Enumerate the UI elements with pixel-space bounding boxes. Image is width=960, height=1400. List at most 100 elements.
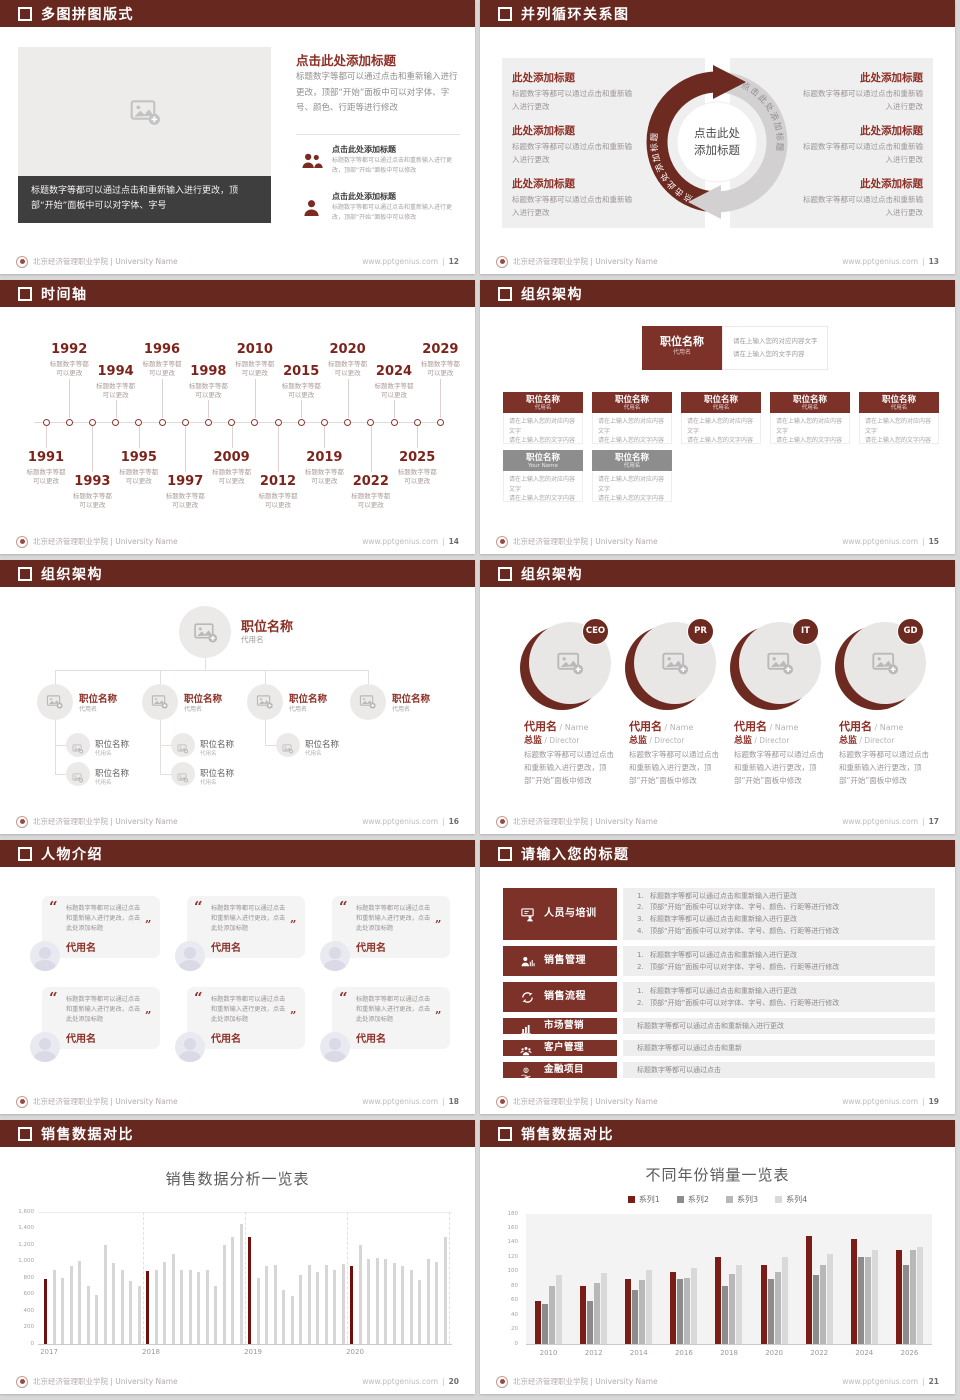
- slide-13[interactable]: 并列循环关系图 此处添加标题 标题数字等都可以通过点击和重新输入进行更改 此处添加标…: [480, 0, 955, 274]
- group-separator: [245, 1212, 246, 1344]
- bar: [435, 1261, 439, 1344]
- quote-text: 标题数字等都可以通过点击和重新输入进行更改，点击此处添加标题: [356, 905, 431, 932]
- org-node-sub: 代用名: [184, 706, 203, 713]
- detail-line: 1. 标题数字等都可以通过点击和重新输入进行更改: [637, 949, 935, 962]
- page-number: 12: [448, 257, 459, 266]
- quote-card: “ 标题数字等都可以通过点击和重新输入进行更改，点击此处添加标题 ” 代用名: [332, 987, 450, 1049]
- profile-bio: 标题数字等都可以通过点击和重新输入进行更改，顶部“开始”面板中修改: [734, 750, 824, 785]
- detail-line: 3. 标题数字等都可以通过点击和重新输入进行更改: [637, 914, 935, 926]
- detail-line: 标题数字等都可以通过点击和重新: [637, 1040, 742, 1056]
- bar: [146, 1271, 150, 1344]
- slide-header: 时间轴: [0, 280, 475, 307]
- picture-icon: [766, 649, 794, 677]
- profile-name-line: 代用名 / Name: [734, 718, 834, 734]
- cycle-diagram-part: [713, 65, 746, 99]
- tree-connector: [160, 745, 172, 746]
- org-subnode-title: 职位名称: [305, 740, 340, 750]
- customer-icon: [520, 1042, 532, 1056]
- detail-number: 4.: [637, 926, 644, 935]
- category-detail-panel: 1. 标题数字等都可以通过点击和重新输入进行更改 2. 顶部“开始”面板中可以对字体、…: [623, 888, 935, 940]
- profile-name-en: / Name: [662, 723, 694, 732]
- slide-title: 人物介绍: [41, 846, 103, 863]
- category-box: 销售管理: [503, 946, 617, 976]
- category-box: 金融项目: [503, 1062, 617, 1079]
- cycle-item-text: 标题数字等都可以通过点击和重新输入进行更改: [803, 195, 923, 217]
- slide-18[interactable]: 人物介绍 “ 标题数字等都可以通过点击和重新输入进行更改，点击此处添加标题 ” 代用名…: [0, 840, 475, 1114]
- timeline-entry: 2029 标题数字等都 可以更改: [412, 342, 468, 377]
- profile-name-line: 代用名 / Name: [629, 718, 729, 734]
- slide-footer: 北京经济管理职业学院 | University Name www.pptgeni…: [480, 249, 955, 274]
- org-card-sub: 代用名: [623, 462, 641, 469]
- org-subnode-title: 职位名称: [200, 740, 235, 750]
- timeline-dot: [112, 418, 120, 426]
- quote-card: “ 标题数字等都可以通过点击和重新输入进行更改，点击此处添加标题 ” 代用名: [42, 896, 160, 958]
- person-name: 代用名: [66, 943, 96, 954]
- timeline-connector: [185, 426, 187, 472]
- brand-text: 北京经济管理职业学院 | University Name: [33, 537, 178, 546]
- slide-20[interactable]: 销售数据对比 销售数据分析一览表 0 200 400 600 800 1,000 1,200 1…: [0, 1120, 475, 1394]
- detail-line: 2. 顶部“开始”面板中可以对字体、字号、颜色、行距等进行修改: [637, 961, 935, 974]
- role-badge: GD: [897, 618, 924, 645]
- timeline-year: 2015: [283, 364, 320, 379]
- slide-19[interactable]: 请输入您的标题 人员与培训 1. 标题数字等都可以通过点击和重新输入进行更改 2. 顶部…: [480, 840, 955, 1114]
- slide-16[interactable]: 组织架构 职位名称 代用名 职位名称 代用名 职位名称 代用名 职位名称 代用名 职位名称 代用名…: [0, 560, 475, 834]
- org-card-text: 请在上输入您的对应内容文字: [509, 418, 576, 435]
- picture-icon: [177, 768, 189, 783]
- profile-photo-group: GD: [835, 618, 930, 712]
- slide-header: 组织架构: [480, 560, 955, 587]
- y-axis-label: 800: [23, 1274, 35, 1281]
- slide-21[interactable]: 销售数据对比 不同年份销量一览表 系列1 系列2 系列3 系列4 0 20 40 60 80 100…: [480, 1120, 955, 1394]
- timeline-dot: [65, 418, 73, 426]
- bar: [248, 1236, 252, 1344]
- slide-17[interactable]: 组织架构 CEO 代用名 / Name 总监 / Director 标题数字等都可以通…: [480, 560, 955, 834]
- slide-footer: 北京经济管理职业学院 | University Name www.pptgeni…: [480, 1369, 955, 1394]
- picture-icon: [129, 96, 161, 128]
- cycle-diagram: 点击此处添加标题 点击此处添加标题 点击此处 添加标题: [639, 64, 795, 220]
- timeline-connector: [138, 426, 140, 448]
- slide-footer: 北京经济管理职业学院 | University Name www.pptgeni…: [480, 529, 955, 554]
- role-badge: PR: [687, 618, 714, 645]
- org-card-body: 请在上输入您的对应内容文字 请在上输入您的文字内容: [592, 471, 672, 502]
- timeline-note: 标题数字等都 可以更改: [397, 468, 437, 485]
- timeline-entry: 2022 标题数字等都 可以更改: [343, 474, 399, 509]
- picture-icon: [282, 739, 294, 754]
- quote-text: 标题数字等都可以通过点击和重新输入进行更改，点击此处添加标题: [211, 905, 286, 932]
- profile-role-line: 总监 / Director: [524, 733, 624, 746]
- bar: [895, 1250, 902, 1344]
- timeline-year: 2009: [213, 450, 250, 465]
- org-subnode-sub: 代用名: [95, 780, 112, 786]
- timeline-entry: 1996 标题数字等都 可以更改: [134, 342, 190, 377]
- detail-number: 2.: [637, 999, 644, 1007]
- photo-circle: [66, 762, 90, 786]
- profile-name-line: 代用名 / Name: [524, 718, 624, 734]
- profile-role-line: 总监 / Director: [839, 733, 939, 746]
- slide-12[interactable]: 多图拼图版式 标题数字等都可以通过点击和重新输入进行更改，顶部“开始”面板中可以…: [0, 0, 475, 274]
- tree-connector: [55, 670, 368, 671]
- org-card-text: 请在上输入您的对应内容文字: [598, 476, 665, 493]
- bar: [535, 1300, 541, 1344]
- y-axis-label: 0: [514, 1340, 519, 1347]
- category-box: 客户管理: [503, 1040, 617, 1056]
- feature-item-title: 点击此处添加标题: [332, 192, 396, 201]
- slide-14[interactable]: 时间轴 1992 标题数字等都 可以更改 1994 标题数字等都 可以更改 1996 标题数字…: [0, 280, 475, 554]
- profile-bio: 标题数字等都可以通过点击和重新输入进行更改，顶部“开始”面板中修改: [629, 750, 719, 785]
- category-detail-panel: 标题数字等都可以通过点击和重新: [623, 1040, 935, 1056]
- timeline-note: 标题数字等都 可以更改: [119, 468, 159, 485]
- y-axis-label: 160: [507, 1224, 519, 1231]
- x-axis-label: 2022: [810, 1349, 829, 1357]
- legend-swatch: [676, 1196, 684, 1203]
- person-name: 代用名: [356, 1034, 386, 1045]
- profile-name: 代用名: [629, 720, 662, 733]
- slide-15[interactable]: 组织架构 职位名称 代用名 请在上输入您的对应内容文字 请在上输入您的文字内容 职位名称…: [480, 280, 955, 554]
- detail-number: 1.: [637, 986, 644, 995]
- x-axis-label: 2010: [539, 1349, 558, 1357]
- left-panel: [502, 58, 705, 228]
- bar: [95, 1294, 99, 1344]
- timeline-entry: 2020 标题数字等都 可以更改: [320, 342, 376, 377]
- org-subnode-sub: 代用名: [200, 751, 217, 757]
- bar: [307, 1264, 311, 1344]
- close-quote-icon: ”: [145, 918, 152, 931]
- timeline-entry: 1993 标题数字等都 可以更改: [64, 474, 120, 509]
- bar: [767, 1279, 774, 1344]
- timeline-dot: [367, 418, 375, 426]
